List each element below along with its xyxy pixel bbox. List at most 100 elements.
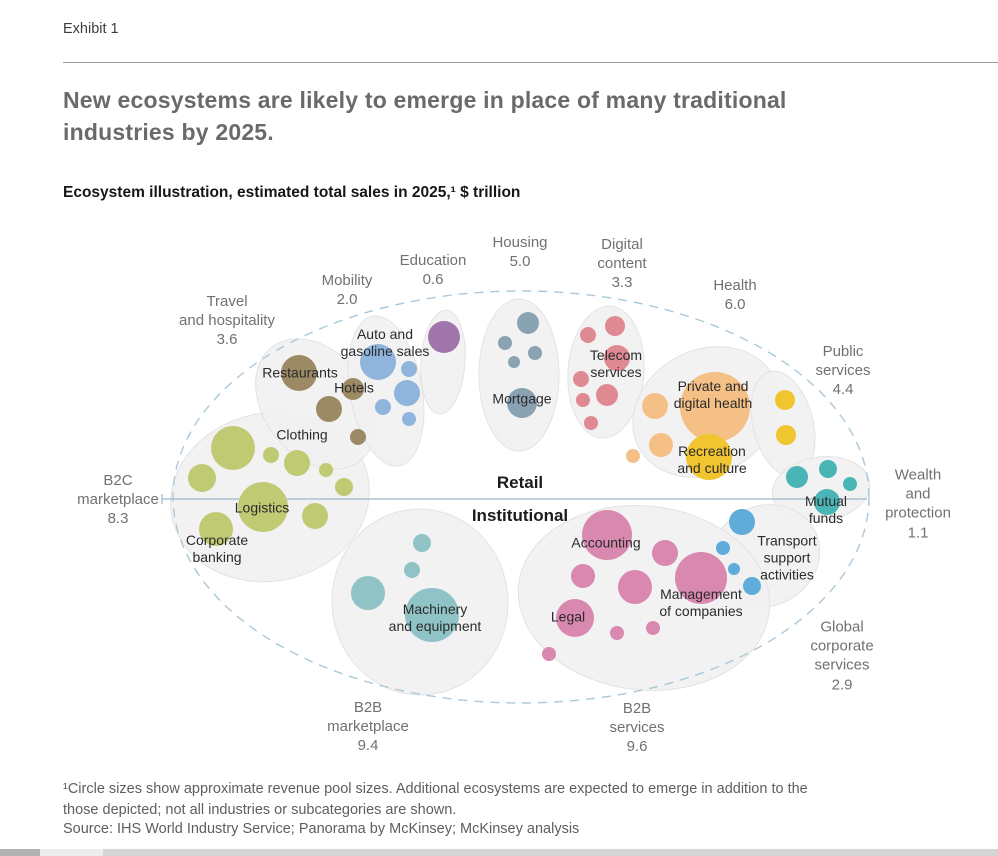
bubble-housing-1	[498, 336, 512, 350]
industry-label-transport-support-activities: Transport support activities	[757, 532, 817, 583]
bubble-b2b-services-0	[582, 510, 632, 560]
bubble-b2c-marketplace-5	[335, 478, 353, 496]
bubble-health-3	[626, 449, 640, 463]
bubble-travel-and-hospitality-2	[316, 396, 342, 422]
bubble-housing-0	[517, 312, 539, 334]
bubble-housing-4	[507, 388, 537, 418]
bubble-b2b-marketplace-2	[351, 576, 385, 610]
bubble-b2b-services-2	[571, 564, 595, 588]
page-title: New ecosystems are likely to emerge in p…	[63, 87, 787, 146]
bubble-digital-content-0	[580, 327, 596, 343]
ecosystem-label-health: Health 6.0	[713, 276, 757, 313]
bubble-b2b-services-7	[646, 621, 660, 635]
bubble-wealth-and-protection-0	[786, 466, 808, 488]
bubble-housing-2	[528, 346, 542, 360]
bubble-b2c-marketplace-6	[238, 482, 288, 532]
bubble-health-2	[649, 433, 673, 457]
bubble-mobility-0	[360, 344, 396, 380]
exhibit-label: Exhibit 1	[63, 21, 119, 37]
ecosystem-label-b2c-marketplace: B2C marketplace 8.3	[77, 472, 159, 528]
horizontal-scrollbar	[0, 849, 998, 856]
ecosystem-label-b2b-marketplace: B2B marketplace 9.4	[327, 699, 409, 755]
bubble-wealth-and-protection-2	[843, 477, 857, 491]
header-divider	[63, 62, 998, 63]
industry-label-restaurants: Restaurants	[262, 364, 338, 381]
bubble-b2c-marketplace-2	[263, 447, 279, 463]
bubble-b2b-marketplace-3	[405, 588, 459, 642]
bubble-global-corporate-services-1	[716, 541, 730, 555]
bubble-b2c-marketplace-0	[211, 426, 255, 470]
bubble-b2b-services-3	[618, 570, 652, 604]
half-label-institutional: Institutional	[471, 506, 569, 525]
bubble-global-corporate-services-3	[743, 577, 761, 595]
bubble-b2b-marketplace-0	[413, 534, 431, 552]
ecosystem-label-mobility: Mobility 2.0	[321, 271, 373, 308]
bubble-public-services-1	[776, 425, 796, 445]
ecosystem-label-wealth-and-protection: Wealth and protection 1.1	[885, 466, 951, 542]
bubble-b2c-marketplace-7	[302, 503, 328, 529]
ecosystem-label-travel-and-hospitality: Travel and hospitality 3.6	[179, 293, 275, 349]
bubble-digital-content-1	[605, 316, 625, 336]
ecosystem-label-digital-content: Digital content 3.3	[597, 236, 647, 292]
industry-label-recreation-and-culture: Recreation and culture	[677, 442, 747, 476]
bubble-wealth-and-protection-1	[819, 460, 837, 478]
bubble-b2b-services-6	[610, 626, 624, 640]
bubble-wealth-and-protection-3	[814, 489, 840, 515]
ecosystem-label-b2b-services: B2B services 9.6	[609, 700, 665, 756]
bubble-b2c-marketplace-1	[188, 464, 216, 492]
bubble-digital-content-6	[584, 416, 598, 430]
bubble-mobility-3	[375, 399, 391, 415]
bubble-digital-content-5	[576, 393, 590, 407]
industry-label-auto-and-gasoline-sales: Auto and gasoline sales	[340, 325, 430, 359]
half-label-retail: Retail	[496, 473, 544, 492]
scrollbar-gap	[40, 849, 103, 856]
bubble-health-1	[680, 372, 750, 442]
bubble-recreation-and-culture-0	[686, 434, 732, 480]
industry-label-legal: Legal	[550, 608, 586, 625]
industry-label-machinery-and-equipment: Machinery and equipment	[388, 600, 482, 634]
scrollbar-thumb[interactable]	[0, 849, 40, 856]
bubble-digital-content-4	[596, 384, 618, 406]
bubble-mobility-2	[394, 380, 420, 406]
ecosystem-label-education: Education 0.6	[399, 251, 467, 288]
bubble-b2b-services-4	[675, 552, 727, 604]
industry-label-clothing: Clothing	[276, 426, 328, 443]
bubble-b2c-marketplace-8	[199, 512, 233, 546]
ecosystem-label-housing: Housing 5.0	[492, 233, 548, 270]
scrollbar-track[interactable]	[103, 849, 998, 856]
bubble-housing-3	[508, 356, 520, 368]
industry-label-accounting: Accounting	[571, 534, 641, 551]
bubble-b2b-marketplace-1	[404, 562, 420, 578]
bubble-travel-and-hospitality-1	[342, 378, 364, 400]
bubble-mobility-4	[402, 412, 416, 426]
bubble-global-corporate-services-0	[729, 509, 755, 535]
bubble-b2b-services-5	[556, 599, 594, 637]
bubble-global-corporate-services-2	[728, 563, 740, 575]
industry-label-mortgage: Mortgage	[492, 390, 552, 407]
cluster-blob-housing	[478, 298, 560, 452]
bubble-b2c-marketplace-4	[319, 463, 333, 477]
footnote: ¹Circle sizes show approximate revenue p…	[63, 781, 808, 819]
bubble-health-0	[642, 393, 668, 419]
ecosystem-label-global-corporate-services: Global corporate services 2.9	[810, 618, 874, 694]
ecosystem-label-public-services: Public services 4.4	[815, 343, 871, 399]
bubble-mobility-1	[401, 361, 417, 377]
industry-label-telecom-services: Telecom services	[589, 346, 643, 380]
ecosystem-boundary-ellipse	[172, 290, 870, 704]
industry-label-management-of-companies: Management of companies	[659, 585, 743, 619]
bubble-b2b-services-8	[542, 647, 556, 661]
bubble-b2b-services-1	[652, 540, 678, 566]
bubble-travel-and-hospitality-3	[350, 429, 366, 445]
industry-label-logistics: Logistics	[234, 499, 290, 516]
bubble-travel-and-hospitality-0	[281, 355, 317, 391]
chart-subtitle: Ecosystem illustration, estimated total …	[63, 184, 521, 201]
industry-label-mutual-funds: Mutual funds	[804, 492, 848, 526]
industry-label-hotels: Hotels	[334, 379, 374, 396]
bubble-b2c-marketplace-3	[284, 450, 310, 476]
bubble-public-services-0	[775, 390, 795, 410]
bubble-education-0	[428, 321, 460, 353]
bubble-digital-content-3	[573, 371, 589, 387]
